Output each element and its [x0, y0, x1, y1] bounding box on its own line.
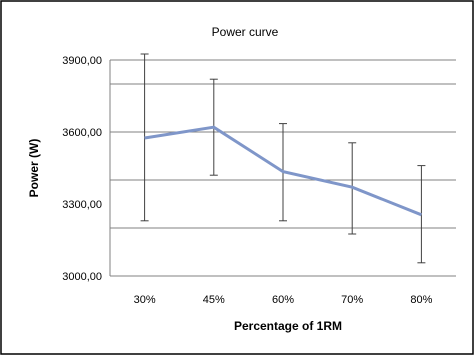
y-tick-label: 3900,00 [62, 55, 102, 67]
chart-title: Power curve [212, 25, 279, 39]
x-tick-label: 80% [410, 294, 432, 306]
x-tick-label: 70% [341, 294, 363, 306]
x-tick-label: 30% [134, 294, 156, 306]
y-tick-label: 3300,00 [62, 199, 102, 211]
x-tick-label: 45% [203, 294, 225, 306]
y-tick-label: 3000,00 [62, 271, 102, 283]
y-tick-label: 3600,00 [62, 127, 102, 139]
y-axis-label: Power (W) [27, 139, 41, 198]
y-tick-labels: 3000,00 3300,00 3600,00 3900,00 [62, 55, 102, 283]
x-axis-label: Percentage of 1RM [234, 319, 342, 333]
x-tick-labels: 30% 45% 60% 70% 80% [134, 294, 433, 306]
power-series-line [144, 125, 422, 217]
x-tick-label: 60% [272, 294, 294, 306]
